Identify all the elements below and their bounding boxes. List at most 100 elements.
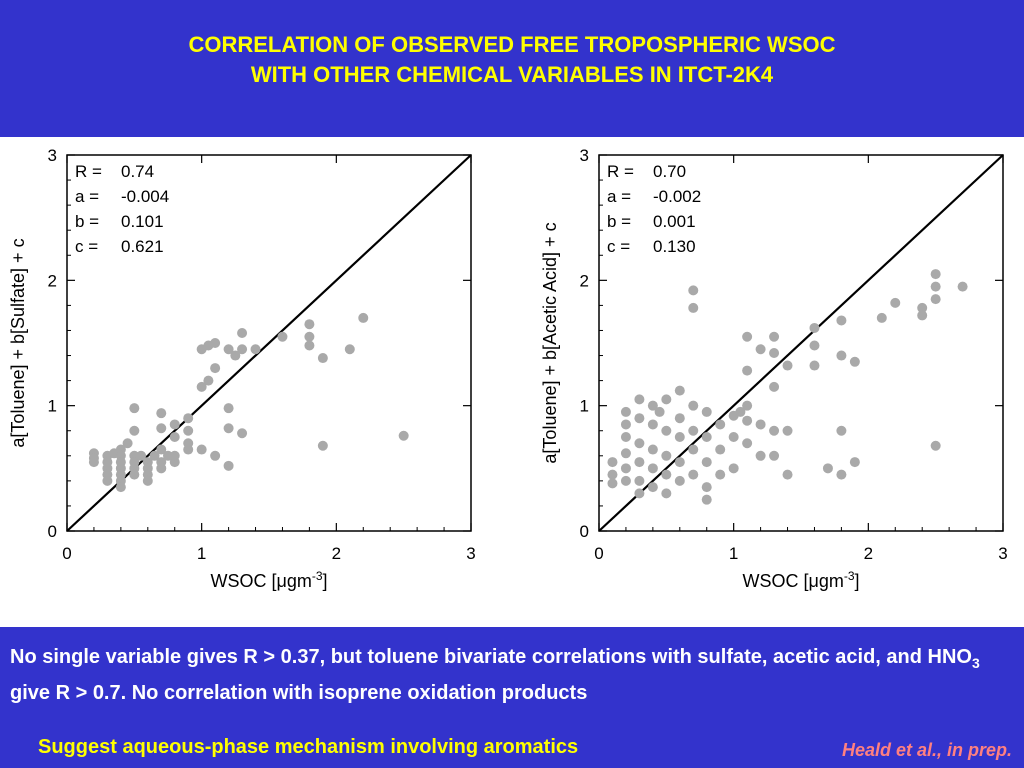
data-point <box>688 285 699 296</box>
data-point <box>755 419 766 430</box>
data-point <box>836 350 847 361</box>
data-point <box>156 444 167 455</box>
y-tick-label: 0 <box>48 522 57 541</box>
plot-frame-1 <box>66 154 472 532</box>
data-point <box>620 448 631 459</box>
data-point <box>728 463 739 474</box>
data-point <box>398 430 409 441</box>
data-point <box>715 419 726 430</box>
data-point <box>674 457 685 468</box>
stat-label: c = <box>75 237 98 256</box>
data-point <box>196 444 207 455</box>
data-point <box>620 432 631 442</box>
stat-value: 0.74 <box>121 162 154 181</box>
description-text: No single variable gives R > 0.37, but t… <box>10 642 1010 708</box>
data-point <box>607 469 618 480</box>
data-point <box>809 340 820 351</box>
data-point <box>634 413 645 424</box>
data-point <box>169 419 180 430</box>
data-point <box>620 463 631 474</box>
data-point <box>647 419 658 430</box>
suggestion-text: Suggest aqueous-phase mechanism involvin… <box>38 736 579 758</box>
data-point <box>701 406 712 417</box>
stat-label: R = <box>607 162 634 181</box>
data-point <box>769 348 780 359</box>
data-point <box>277 331 288 342</box>
stat-value: 0.70 <box>653 162 686 181</box>
data-point <box>607 457 618 468</box>
data-point <box>223 460 234 471</box>
description-part-1: No single variable gives R > 0.37, but t… <box>10 646 972 668</box>
data-point <box>715 444 726 455</box>
data-point <box>849 457 860 468</box>
data-point <box>196 381 207 392</box>
data-point <box>836 315 847 326</box>
data-point <box>917 302 928 313</box>
x-tick-label: 2 <box>864 544 873 563</box>
data-point <box>647 482 658 493</box>
data-point <box>230 350 241 361</box>
data-point <box>183 413 194 424</box>
data-point <box>701 494 712 505</box>
plot-frame-2 <box>598 154 1004 532</box>
y-tick-label: 0 <box>580 522 589 541</box>
x-tick-label: 0 <box>594 544 603 563</box>
stat-value: 0.130 <box>653 237 696 256</box>
data-point <box>237 344 248 355</box>
data-point <box>183 444 194 455</box>
x-axis-label: WSOC [μgm-3] <box>742 569 859 591</box>
stat-value: -0.004 <box>121 187 169 206</box>
data-point <box>661 394 672 405</box>
y-axis-label: a[Toluene] + b[Sulfate] + c <box>8 238 28 447</box>
data-point <box>890 297 901 308</box>
stat-value: 0.621 <box>121 237 164 256</box>
data-point <box>102 475 113 486</box>
data-point <box>210 450 221 461</box>
data-point <box>782 360 793 371</box>
data-point <box>237 428 248 439</box>
data-point <box>654 406 665 417</box>
data-point <box>674 432 685 442</box>
data-point <box>223 423 234 434</box>
data-point <box>156 463 167 474</box>
data-point <box>661 425 672 436</box>
data-point <box>930 440 941 451</box>
slide-title: CORRELATION OF OBSERVED FREE TROPOSPHERI… <box>0 30 1024 90</box>
data-point <box>674 385 685 396</box>
data-point <box>769 331 780 342</box>
data-point <box>742 365 753 376</box>
data-point <box>169 450 180 461</box>
data-point <box>317 440 328 451</box>
data-point <box>203 375 214 386</box>
data-point <box>634 394 645 405</box>
data-point <box>728 432 739 442</box>
stat-label: c = <box>607 237 630 256</box>
y-tick-label: 2 <box>48 271 57 290</box>
x-tick-label: 1 <box>729 544 738 563</box>
data-point <box>930 269 941 280</box>
data-point <box>634 475 645 486</box>
data-point <box>620 419 631 430</box>
title-line-2: WITH OTHER CHEMICAL VARIABLES IN ITCT-2K… <box>250 62 774 87</box>
data-point <box>210 338 221 348</box>
data-point <box>634 488 645 499</box>
data-point <box>237 327 248 338</box>
data-point <box>122 438 133 449</box>
data-point <box>250 344 261 355</box>
data-point <box>809 322 820 333</box>
data-point <box>836 425 847 436</box>
data-point <box>647 463 658 474</box>
title-line-1: CORRELATION OF OBSERVED FREE TROPOSPHERI… <box>188 32 836 57</box>
x-tick-label: 3 <box>466 544 475 563</box>
stat-value: -0.002 <box>653 187 701 206</box>
data-point <box>674 475 685 486</box>
data-point <box>930 281 941 292</box>
data-point <box>715 469 726 480</box>
data-point <box>620 406 631 417</box>
data-point <box>304 319 315 330</box>
data-point <box>755 344 766 355</box>
x-axis-label: WSOC [μgm-3] <box>210 569 327 591</box>
data-point <box>304 331 315 342</box>
y-axis-label: a[Toluene] + b[Acetic Acid] + c <box>540 222 560 463</box>
